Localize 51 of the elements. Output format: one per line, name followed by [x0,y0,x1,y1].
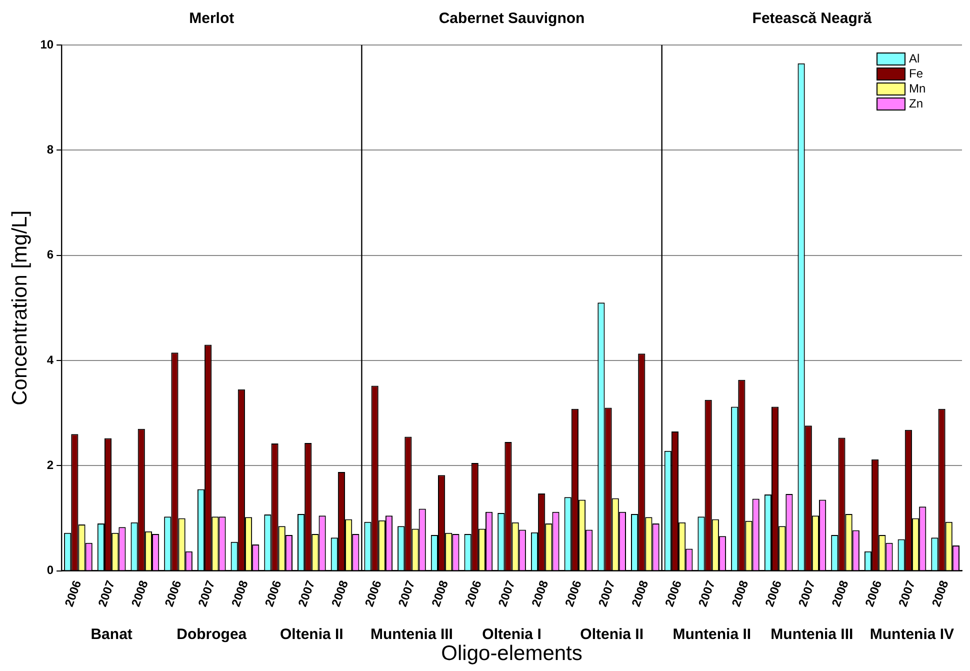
x-tick-label: 2007 [696,578,718,608]
x-tick-label: 2006 [262,578,284,608]
x-tick-label: 2008 [528,578,552,608]
x-tick-label: 2007 [796,578,818,608]
x-tick-label: 2007 [595,578,618,608]
x-tick-label: 2006 [862,578,885,608]
x-tick-label: 2008 [228,578,252,608]
x-tick-label: 2006 [162,578,184,608]
legend-label: Zn [909,96,924,110]
x-tick-label: 2008 [728,578,752,608]
text: Muntenia III [770,626,854,643]
x-tick-label: 2008 [928,578,952,608]
text: Muntenia II [672,626,752,643]
y-tick-label: 4 [46,352,54,367]
x-tick-label: 2006 [362,578,384,608]
y-tick-label: 8 [46,142,54,156]
x-tick-label: 2006 [62,578,84,608]
text: Merlot [189,10,234,28]
x-tick-label: 2007 [495,578,518,608]
x-tick-label: 2006 [462,578,484,608]
x-tick-label: 2007 [195,578,218,608]
x-tick-label: 2006 [762,578,785,608]
text: Banat [90,626,132,643]
x-tick-label: 2006 [662,578,685,608]
x-tick-label: 2008 [328,578,352,608]
y-tick-label: 2 [46,458,54,472]
x-tick-label: 2006 [562,578,585,608]
x-tick-label: 2008 [428,578,452,608]
y-tick-label: 6 [46,248,54,262]
x-tick-label: 2008 [828,578,852,608]
text: Oltenia II [280,626,344,643]
legend-label: Mn [909,81,926,96]
text: Oltenia I [482,626,542,643]
text: Cabernet Sauvignon [438,10,585,28]
x-tick-label: 2007 [95,578,118,608]
x-tick-label: 2007 [295,578,318,608]
x-tick-label: 2008 [128,578,151,608]
x-axis-title: Oligo-elements [441,642,582,666]
legend-label: Fe [909,66,924,80]
legend-label: Al [909,51,920,66]
y-axis-title: Concentration [mg/L] [8,210,32,406]
y-tick-label: 0 [46,563,54,578]
text: Dobrogea [176,626,248,643]
text: Oltenia II [580,626,644,643]
x-tick-label: 2007 [395,578,418,608]
text: Fetească Neagră [752,10,872,28]
y-tick-label: 10 [40,37,54,52]
x-tick-label: 2008 [628,578,652,608]
text: Muntenia IV [870,626,954,643]
text: Muntenia III [370,626,453,643]
x-tick-label: 2007 [896,578,918,608]
